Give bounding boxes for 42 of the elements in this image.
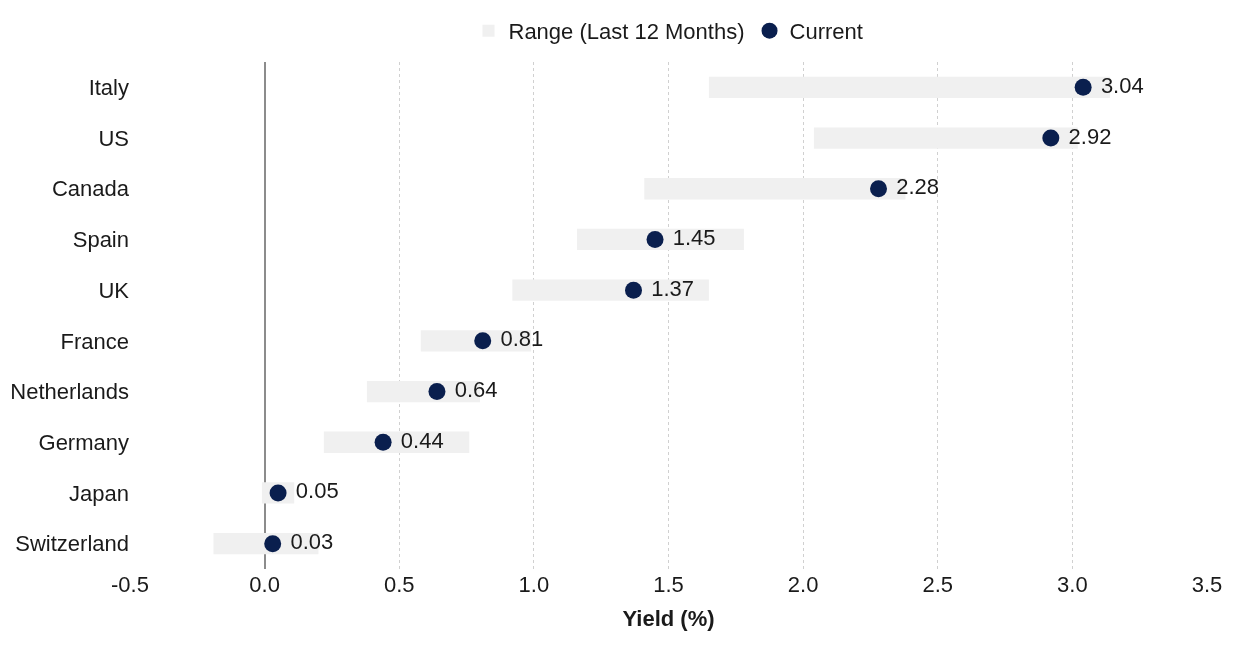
point	[870, 180, 888, 198]
y-tick-label: Germany	[38, 429, 129, 455]
data-label: 1.37	[645, 275, 695, 301]
x-tick-label: 3.5	[1191, 572, 1223, 597]
data-label: 3.04	[1094, 72, 1144, 98]
x-tick-label: 1.5	[653, 572, 684, 597]
point	[264, 535, 282, 553]
y-tick-label: Japan	[69, 480, 129, 506]
data-label: 0.64	[448, 377, 498, 403]
data-label: 0.03	[284, 529, 334, 555]
y-tick-label: Canada	[51, 176, 130, 202]
x-tick-label: 2.0	[787, 572, 819, 597]
data-label: 2.28	[890, 174, 940, 200]
bar	[512, 279, 709, 301]
point	[646, 230, 664, 248]
legend-label: Current	[789, 19, 863, 45]
y-tick-label: Switzerland	[15, 531, 129, 557]
data-label: 0.05	[289, 478, 339, 504]
y-tick-label: UK	[98, 277, 130, 303]
point	[474, 332, 492, 350]
point	[1042, 129, 1060, 147]
point	[374, 433, 392, 451]
y-tick-label: Spain	[72, 227, 129, 253]
x-tick-label: 0.0	[249, 572, 280, 597]
y-tick-label: Italy	[88, 75, 129, 101]
x-tick-label: -0.5	[111, 572, 149, 597]
point	[428, 383, 446, 401]
data-label: 0.81	[494, 326, 544, 352]
data-label: 1.45	[666, 224, 716, 250]
x-tick-label: 3.0	[1057, 572, 1088, 597]
y-tick-label: Netherlands	[10, 379, 129, 405]
data-label: 2.92	[1062, 123, 1112, 149]
point	[1074, 78, 1092, 96]
y-tick-label: France	[60, 328, 129, 354]
x-axis-title: Yield (%)	[622, 605, 715, 631]
legend-label: Range (Last 12 Months)	[508, 19, 745, 45]
x-tick-label: 1.0	[518, 572, 550, 597]
point	[625, 281, 642, 299]
x-tick-label: 0.5	[383, 572, 415, 597]
data-label: 0.44	[394, 427, 444, 453]
y-tick-label: US	[98, 125, 129, 151]
x-tick-label: 2.5	[922, 572, 954, 597]
